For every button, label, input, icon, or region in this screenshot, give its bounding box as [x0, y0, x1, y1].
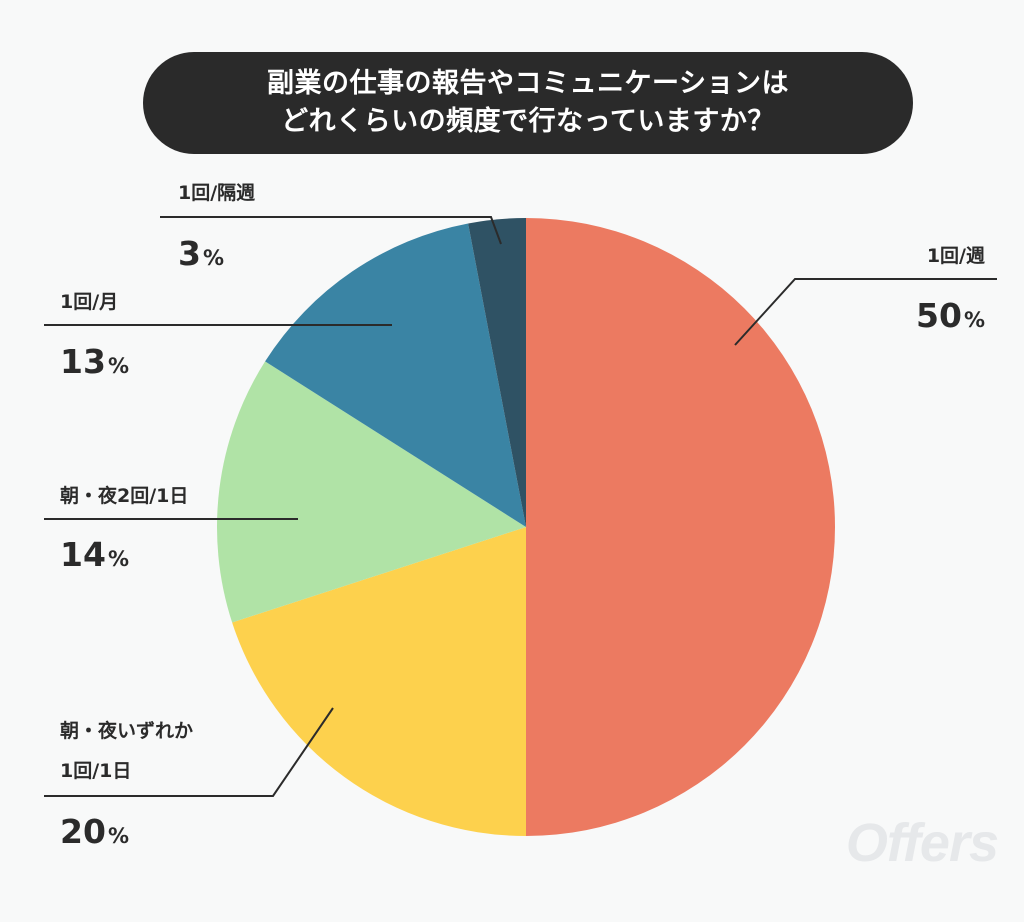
slice-percent-sign-0: %: [964, 308, 985, 332]
slice-percent-sign-2: %: [108, 547, 129, 571]
slice-percent-4: 3%: [178, 234, 224, 273]
chart-title-line-2: どれくらいの頻度で行なっていますか？: [281, 106, 775, 137]
slice-percent-0: 50%: [916, 296, 985, 335]
offers-logo: Offers: [845, 813, 999, 873]
pie-slices: [216, 218, 835, 836]
slice-label-2-0: 朝・夜2回/1日: [60, 484, 188, 507]
slice-label-3-0: 1回/月: [60, 291, 118, 313]
leader-line-1: [44, 707, 334, 797]
pie-slice-4: [468, 218, 526, 527]
slice-percent-2: 14%: [60, 535, 129, 574]
slice-percent-1: 20%: [60, 812, 129, 851]
leader-line-4: [160, 216, 502, 245]
slice-label-4-0: 1回/隔週: [178, 182, 255, 204]
slice-percent-value-4: 3: [178, 234, 201, 273]
slice-labels: 1回/週 50% 朝・夜いずれか 1回/1日 20% 朝・夜2回/1日 14% 1回/月 13%…: [60, 182, 985, 851]
slice-label-1-0: 朝・夜いずれか: [60, 719, 193, 742]
chart-title-banner: 副業の仕事の報告やコミュニケーションは どれくらいの頻度で行なっていますか？: [143, 52, 913, 154]
pie-slice-0: [526, 218, 835, 836]
slice-percent-sign-4: %: [203, 246, 224, 270]
pie-slice-1: [232, 527, 526, 836]
slice-percent-3: 13%: [60, 342, 129, 381]
pie-slice-2: [216, 361, 527, 623]
slice-percent-value-0: 50: [916, 296, 962, 335]
slice-percent-value-1: 20: [60, 812, 106, 851]
slice-percent-sign-1: %: [108, 824, 129, 848]
slice-label-0-0: 1回/週: [927, 245, 985, 267]
slice-label-1-1: 1回/1日: [60, 760, 131, 782]
leader-line-0: [734, 278, 997, 346]
slice-percent-sign-3: %: [108, 354, 129, 378]
slice-percent-value-3: 13: [60, 342, 106, 381]
leader-lines: [44, 216, 997, 797]
slice-percent-value-2: 14: [60, 535, 106, 574]
pie-slice-3: [265, 223, 526, 527]
chart-title-line-1: 副業の仕事の報告やコミュニケーションは: [267, 68, 789, 99]
